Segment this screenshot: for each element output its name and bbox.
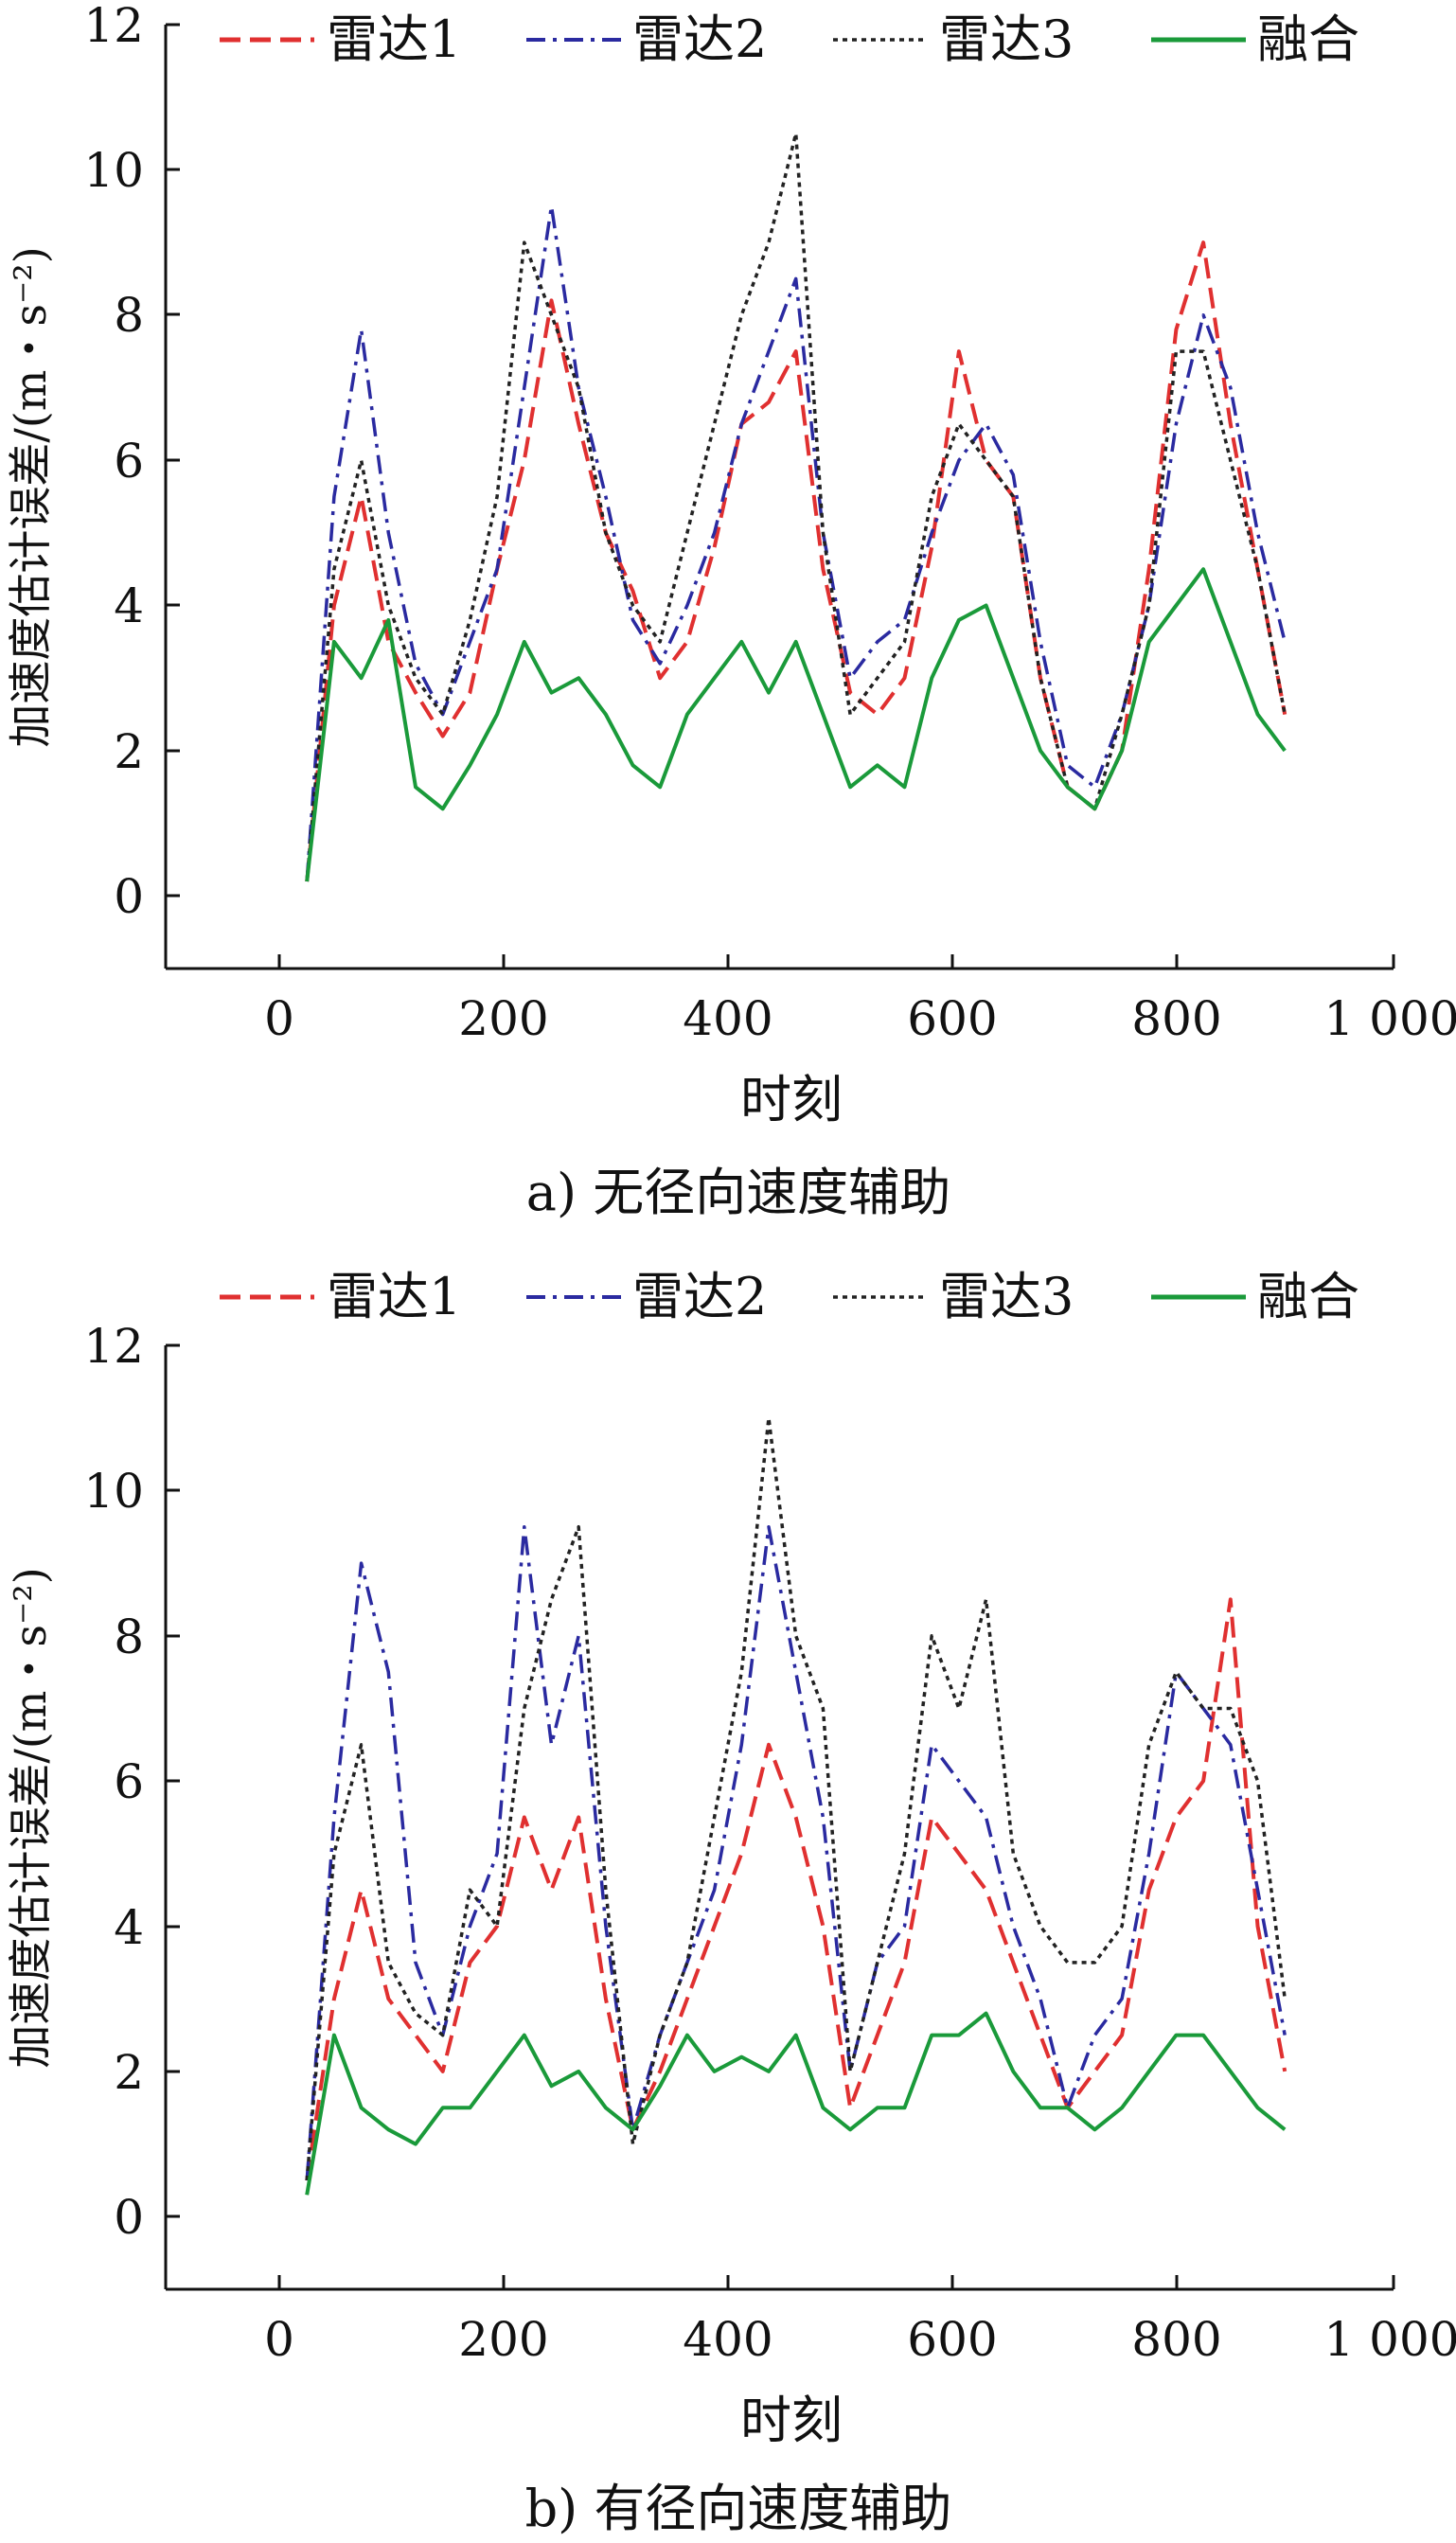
panel-a-legend-label-2: 雷达3 xyxy=(939,9,1074,69)
panel-b-xtick-label: 200 xyxy=(458,2312,548,2367)
panel-b-ytick-label: 8 xyxy=(114,1609,144,1664)
panel-b-legend-label-3: 融合 xyxy=(1257,1267,1359,1326)
panel-b-ytick-label: 4 xyxy=(114,1900,144,1955)
panel-a-series-line-0 xyxy=(305,240,1287,882)
panel-a-legend: 雷达1 雷达2 雷达3 融合 xyxy=(220,9,1359,69)
panel-b-series-line-2 xyxy=(305,1415,1287,2181)
panel-a-x-axis-label: 时刻 xyxy=(740,1070,843,1129)
panel-a-series-line-2 xyxy=(305,132,1287,882)
panel-b-ytick-label: 10 xyxy=(83,1464,144,1519)
panel-a-ytick-label: 6 xyxy=(114,434,144,489)
panel-a-legend-label-0: 雷达1 xyxy=(327,9,461,69)
panel-a-xtick-label: 1 000 xyxy=(1323,991,1456,1046)
panel-b-xticks: 0 200 400 600 800 1 000 xyxy=(264,2275,1456,2367)
panel-b-series-line-1 xyxy=(305,1524,1287,2181)
panel-b: 雷达1 雷达2 雷达3 融合 12 10 8 6 4 2 0 xyxy=(5,1267,1456,2538)
panel-b-legend: 雷达1 雷达2 雷达3 融合 xyxy=(220,1267,1359,1326)
panel-a: 雷达1 雷达2 雷达3 融合 12 10 8 6 4 2 0 xyxy=(5,0,1456,1222)
panel-b-x-axis-label: 时刻 xyxy=(740,2391,843,2450)
panel-b-ytick-label: 6 xyxy=(114,1754,144,1809)
panel-a-ytick-label: 2 xyxy=(114,724,144,779)
panel-b-xtick-label: 400 xyxy=(683,2312,772,2367)
panel-a-xticks: 0 200 400 600 800 1 000 xyxy=(264,954,1456,1046)
panel-a-ytick-label: 4 xyxy=(114,578,144,633)
panel-a-series-line-1 xyxy=(305,204,1287,882)
panel-b-series-line-0 xyxy=(305,1597,1287,2181)
panel-a-xtick-label: 0 xyxy=(264,991,294,1046)
panel-a-plot xyxy=(305,132,1287,882)
panel-b-xtick-label: 600 xyxy=(907,2312,997,2367)
panel-a-y-axis-label: 加速度估计误差/(m・s⁻²) xyxy=(5,246,56,747)
panel-b-legend-label-0: 雷达1 xyxy=(327,1267,461,1326)
panel-a-ytick-label: 0 xyxy=(114,869,144,924)
panel-b-y-axis-label: 加速度估计误差/(m・s⁻²) xyxy=(5,1567,56,2068)
panel-a-xtick-label: 200 xyxy=(458,991,548,1046)
panel-a-xtick-label: 600 xyxy=(907,991,997,1046)
panel-a-xtick-label: 800 xyxy=(1131,991,1221,1046)
panel-b-legend-label-2: 雷达3 xyxy=(939,1267,1074,1326)
panel-b-ytick-label: 12 xyxy=(83,1319,144,1374)
panel-b-series-line-3 xyxy=(305,2011,1287,2196)
panel-a-series-line-3 xyxy=(305,567,1287,882)
panel-b-legend-label-1: 雷达2 xyxy=(632,1267,767,1326)
panel-b-xtick-label: 0 xyxy=(264,2312,294,2367)
panel-a-ytick-label: 10 xyxy=(83,143,144,198)
panel-b-xtick-label: 800 xyxy=(1131,2312,1221,2367)
panel-b-ytick-label: 2 xyxy=(114,2045,144,2100)
panel-b-plot xyxy=(305,1415,1287,2196)
panel-a-legend-label-3: 融合 xyxy=(1257,9,1359,69)
panel-a-xtick-label: 400 xyxy=(683,991,772,1046)
panel-a-ytick-label: 8 xyxy=(114,288,144,343)
panel-a-ytick-label: 12 xyxy=(83,0,144,53)
panel-a-legend-label-1: 雷达2 xyxy=(632,9,767,69)
panel-b-yticks: 12 10 8 6 4 2 0 xyxy=(83,1319,180,2245)
panel-a-yticks: 12 10 8 6 4 2 0 xyxy=(83,0,180,924)
panel-b-xtick-label: 1 000 xyxy=(1323,2312,1456,2367)
panel-a-caption: a) 无径向速度辅助 xyxy=(526,1163,950,1222)
panel-b-caption: b) 有径向速度辅助 xyxy=(525,2479,952,2538)
panel-b-ytick-label: 0 xyxy=(114,2190,144,2245)
